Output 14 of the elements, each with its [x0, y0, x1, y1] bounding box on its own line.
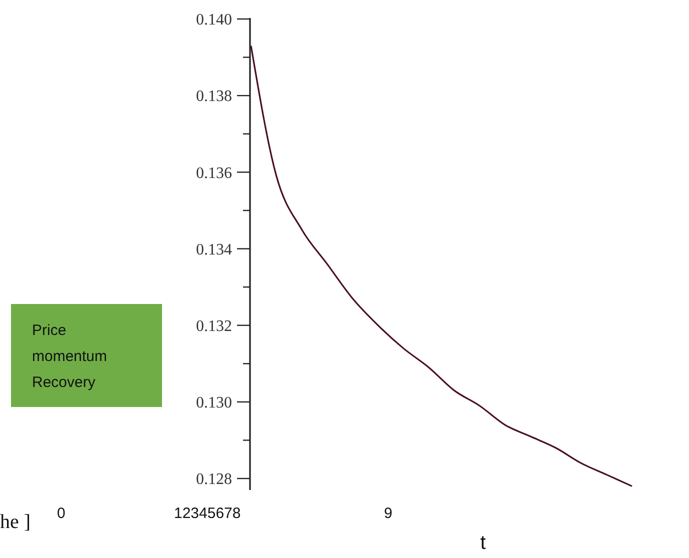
text: 0: [57, 505, 66, 522]
y-tick-label: 0.140: [196, 12, 232, 29]
y-tick-label: 0.134: [196, 241, 232, 258]
text: 9: [384, 505, 392, 522]
x-axis-title: t: [480, 532, 486, 554]
text: Price momentum Recovery: [32, 322, 108, 391]
text: 12345678: [174, 505, 241, 522]
y-tick-label: 0.132: [196, 318, 232, 335]
y-tick-label: 0.138: [196, 88, 232, 106]
y-tick-label: 0.128: [196, 471, 232, 488]
text: he ]: [0, 511, 31, 533]
line-series: [250, 45, 633, 487]
y-tick-label: 0.136: [196, 164, 232, 182]
y-tick-label: 0.130: [196, 394, 232, 412]
